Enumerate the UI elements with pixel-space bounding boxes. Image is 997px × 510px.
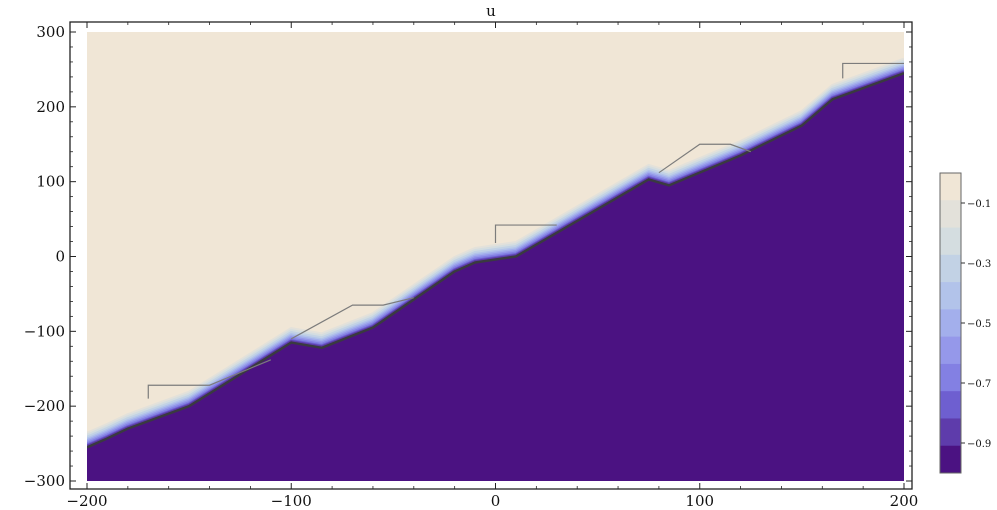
y-tick-label: 100 [36,173,65,191]
x-tick-label: −100 [271,492,312,510]
colorbar-segment [940,363,961,392]
front-band-3 [87,61,904,439]
y-tick-label: 200 [36,98,65,116]
plot-area [87,32,904,481]
colorbar-segment [940,309,961,338]
colorbar-segment [940,200,961,229]
plot-frame [69,21,913,490]
colorbar: −0.1 −0.3 −0.5 −0.7 −0.9 [939,172,991,474]
frame-border [69,21,913,490]
x-tick-label: 0 [491,492,501,510]
step-outline-5 [658,143,752,174]
front-band-2 [87,59,904,437]
step-outlines [147,62,904,399]
y-tick-label: −200 [24,397,65,415]
colorbar-segment [940,391,961,419]
step-outline-1 [147,359,272,399]
colorbar-tick-label: −0.5 [967,319,991,330]
chart-title: u [486,2,496,20]
y-tick-label: −300 [24,472,65,490]
x-tick-label: −200 [66,492,107,510]
colorbar-segment [940,254,961,283]
colorbar-tick-label: −0.7 [967,379,991,390]
colorbar-segment [940,173,961,201]
lower-region [87,73,904,481]
colorbar-tick-label: −0.3 [967,259,991,270]
y-tick-label: −100 [24,322,65,340]
y-tick-label: 300 [36,23,65,41]
step-outline-4 [290,297,414,340]
y-tick-label: 0 [55,248,65,266]
front-band-1 [87,57,904,435]
colorbar-segment [940,445,961,474]
colorbar-segment [940,418,961,447]
step-outline-2 [494,224,557,244]
y-axis: 300 200 100 0 −100 −200 −300 [24,23,912,490]
x-axis: −200 −100 0 100 200 [66,22,918,510]
colorbar-segment [940,227,961,256]
colorbar-tick-label: −0.1 [967,199,991,210]
x-tick-label: 100 [685,492,714,510]
colorbar-segment [940,282,961,310]
front-edge [87,71,904,449]
x-tick-label: 200 [890,492,919,510]
step-outline-3 [842,62,904,79]
colorbar-segment [940,336,961,365]
colorbar-tick-label: −0.9 [967,439,991,450]
